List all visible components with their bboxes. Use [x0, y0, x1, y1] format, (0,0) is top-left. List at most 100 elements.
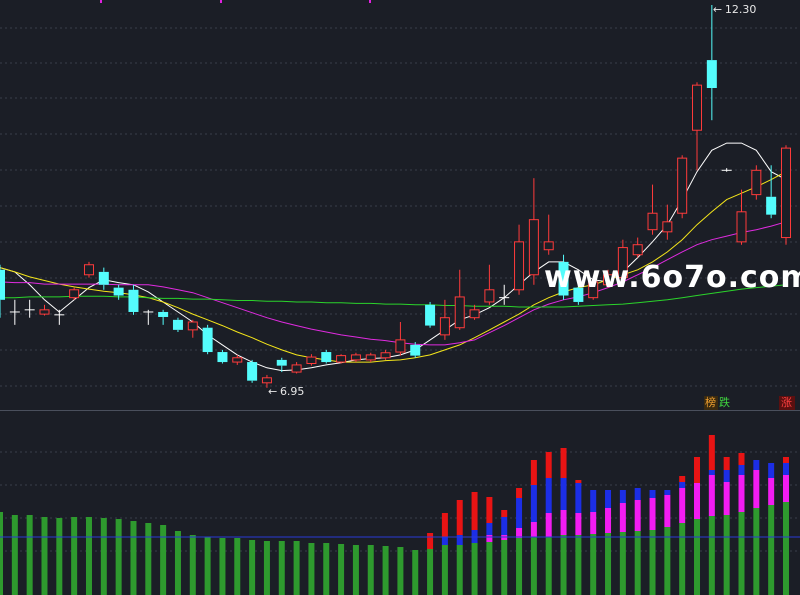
volume-bar [293, 541, 300, 595]
arrow: ← [268, 385, 277, 398]
candle-body [350, 354, 361, 361]
volume-bar [768, 463, 775, 478]
volume-bar [85, 517, 92, 595]
volume-bar [782, 502, 789, 595]
candle-body [425, 304, 436, 326]
volume-bar [26, 515, 33, 595]
volume-bar [486, 497, 493, 523]
volume-bar [782, 475, 789, 502]
candle-body [558, 261, 569, 296]
volume-bar [753, 460, 760, 470]
candle-body [83, 264, 94, 276]
volume-bar [441, 537, 448, 545]
volume-bar [427, 549, 434, 595]
volume-bar [427, 533, 434, 549]
candle-body [573, 287, 584, 302]
volume-bar [263, 541, 270, 595]
volume-bar [338, 544, 345, 595]
volume-bar [204, 537, 211, 595]
candle-body [692, 84, 703, 131]
candle-body [39, 309, 50, 315]
volume-bar [634, 531, 641, 595]
volume-bar [664, 495, 671, 527]
volume-bar [367, 545, 374, 595]
candle-body [232, 357, 243, 363]
volume-bar [486, 523, 493, 535]
volume-bar [530, 522, 537, 537]
volume-bar [100, 518, 107, 595]
volume-bar [441, 545, 448, 595]
volume-bar [441, 513, 448, 537]
volume-bar [590, 512, 597, 534]
candle-body [514, 241, 525, 291]
candle-body [276, 359, 287, 366]
volume-panel [0, 435, 800, 595]
volume-bar [664, 527, 671, 595]
volume-bar [768, 478, 775, 505]
volume-bar [249, 540, 256, 595]
watermark: www.6o7o.com [544, 260, 800, 295]
volume-bar [323, 543, 330, 595]
candle-body [291, 364, 302, 373]
volume-bar [708, 475, 715, 516]
candle-body [0, 269, 5, 300]
volume-bar [471, 543, 478, 595]
volume-bar [486, 542, 493, 595]
volume-bar [115, 519, 122, 595]
volume-bar [694, 483, 701, 519]
volume-bar [501, 510, 508, 517]
volume-bar [619, 503, 626, 532]
volume-bar [234, 538, 241, 595]
candle-body [98, 271, 109, 285]
top-marks [100, 0, 371, 3]
volume-bar [530, 460, 537, 485]
volume-bar [738, 465, 745, 475]
candle-body [247, 362, 258, 381]
volume-bar [738, 453, 745, 465]
price-panel: ← 12.30← 6.95 [0, 3, 791, 398]
volume-bar [278, 541, 285, 595]
candle-body [395, 339, 406, 353]
volume-bar [456, 545, 463, 595]
volume-bar [145, 523, 152, 595]
candle-body [736, 211, 747, 243]
volume-bar [708, 435, 715, 470]
volume-bar [160, 525, 167, 595]
volume-bar [530, 537, 537, 595]
volume-bar [753, 470, 760, 508]
volume-bar [560, 535, 567, 595]
candle-body [528, 219, 539, 276]
candle-body [766, 196, 777, 215]
volume-bar [753, 508, 760, 595]
candle-body [217, 352, 228, 363]
volume-bar [352, 545, 359, 595]
candle-body [484, 289, 495, 303]
volume-bar [456, 535, 463, 545]
volume-bar [723, 457, 730, 470]
candle-body [751, 169, 762, 196]
volume-bar [486, 535, 493, 542]
volume-bar [516, 528, 523, 538]
tag: 榜 [705, 395, 716, 409]
candle-body [588, 281, 599, 299]
volume-bar [308, 543, 315, 595]
volume-bar [545, 478, 552, 513]
volume-bar [501, 540, 508, 595]
candle-body [172, 319, 183, 330]
candle-body [336, 355, 347, 363]
candle-body [380, 352, 391, 359]
volume-bar [575, 513, 582, 535]
volume-bar [738, 512, 745, 595]
candle-body [603, 274, 614, 286]
volume-bar [723, 470, 730, 482]
volume-bar [397, 547, 404, 595]
volume-bar [412, 550, 419, 595]
volume-bar [71, 517, 78, 595]
volume-bar [530, 485, 537, 522]
tag: 跌 [719, 395, 730, 409]
volume-bar [619, 532, 626, 595]
candle-body [113, 287, 124, 296]
volume-bar [501, 517, 508, 535]
volume-bar [382, 546, 389, 595]
